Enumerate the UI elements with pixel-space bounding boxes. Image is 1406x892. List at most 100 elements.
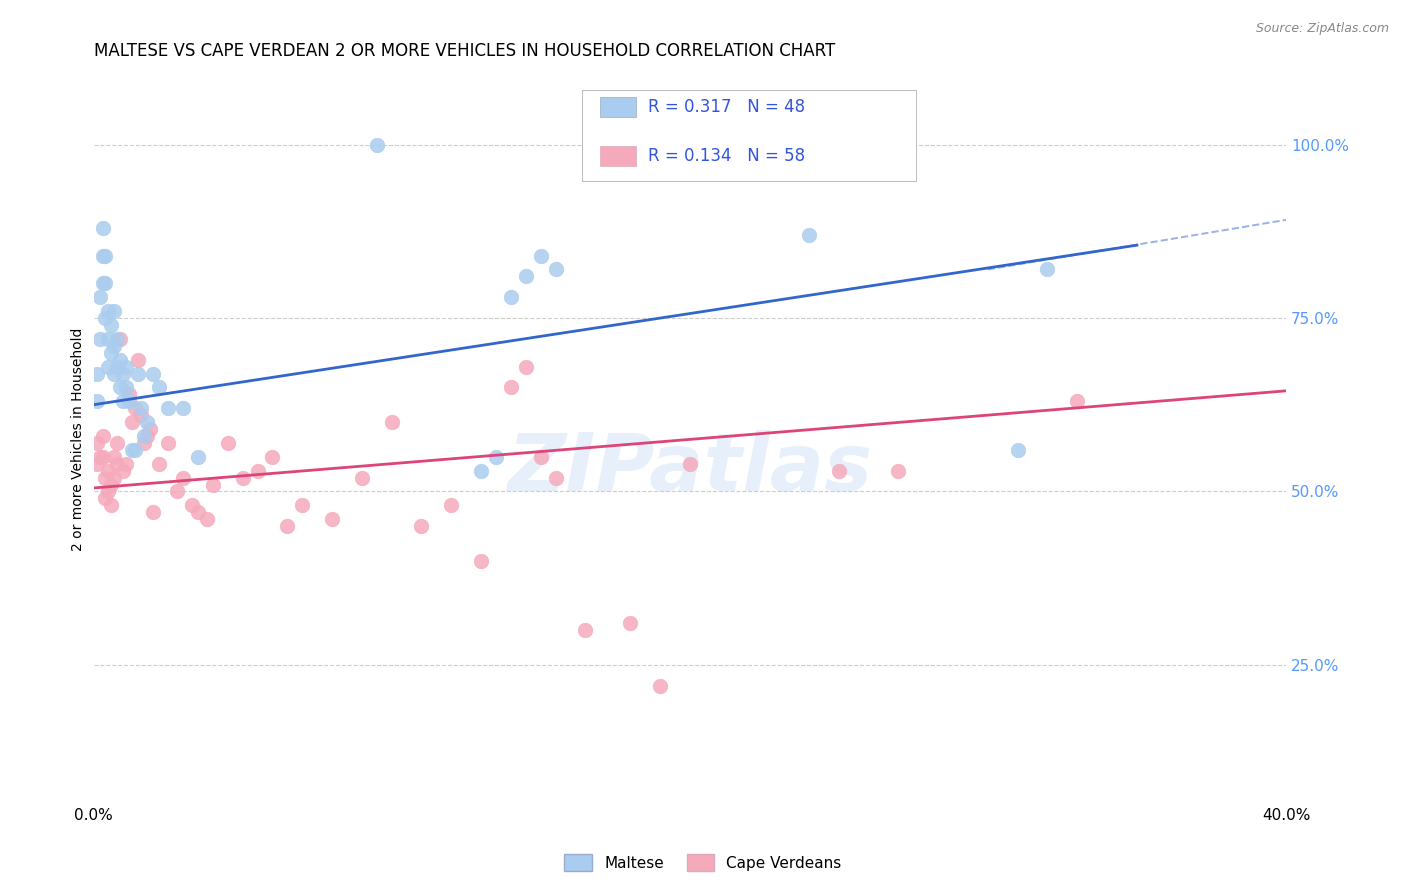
Point: [107, 332, 129, 346]
Point: [411, 519, 433, 533]
Point: [100, 477, 122, 491]
Point: [91, 450, 114, 464]
Text: R = 0.317   N = 48: R = 0.317 N = 48: [648, 98, 806, 116]
Point: [574, 623, 596, 637]
Point: [201, 477, 224, 491]
Point: [110, 380, 132, 394]
Point: [530, 249, 553, 263]
Point: [103, 367, 125, 381]
FancyBboxPatch shape: [600, 97, 636, 118]
Point: [232, 470, 254, 484]
Point: [195, 512, 218, 526]
Point: [148, 380, 170, 394]
Point: [97, 464, 120, 478]
Point: [350, 470, 373, 484]
Point: [100, 498, 122, 512]
Point: [94, 470, 117, 484]
Point: [172, 470, 194, 484]
Point: [97, 304, 120, 318]
Point: [115, 380, 138, 394]
Text: Source: ZipAtlas.com: Source: ZipAtlas.com: [1256, 22, 1389, 36]
Text: R = 0.134   N = 58: R = 0.134 N = 58: [648, 147, 806, 165]
Point: [291, 498, 314, 512]
Point: [103, 339, 125, 353]
Point: [1036, 262, 1059, 277]
Point: [381, 415, 404, 429]
Point: [86, 367, 108, 381]
Point: [89, 290, 111, 304]
Point: [91, 249, 114, 263]
Point: [129, 408, 152, 422]
Point: [181, 498, 204, 512]
Point: [127, 367, 149, 381]
Point: [648, 679, 671, 693]
Point: [91, 220, 114, 235]
Point: [103, 470, 125, 484]
Point: [134, 436, 156, 450]
Point: [544, 470, 567, 484]
Point: [124, 401, 146, 416]
Point: [679, 457, 702, 471]
Point: [187, 450, 209, 464]
Point: [157, 401, 180, 416]
Point: [103, 304, 125, 318]
Point: [797, 227, 820, 242]
Point: [94, 249, 117, 263]
Point: [118, 394, 141, 409]
Point: [91, 277, 114, 291]
Point: [121, 442, 143, 457]
Point: [94, 277, 117, 291]
Point: [129, 401, 152, 416]
Point: [544, 262, 567, 277]
FancyBboxPatch shape: [600, 146, 636, 166]
Point: [100, 318, 122, 332]
Point: [499, 290, 522, 304]
Point: [619, 616, 641, 631]
Point: [103, 450, 125, 464]
Point: [121, 415, 143, 429]
Point: [115, 359, 138, 374]
Point: [118, 387, 141, 401]
Point: [440, 498, 463, 512]
Point: [112, 367, 135, 381]
Point: [246, 464, 269, 478]
Point: [262, 450, 284, 464]
Point: [97, 359, 120, 374]
Point: [136, 415, 159, 429]
Point: [136, 429, 159, 443]
Point: [366, 137, 388, 152]
Point: [470, 554, 492, 568]
Text: MALTESE VS CAPE VERDEAN 2 OR MORE VEHICLES IN HOUSEHOLD CORRELATION CHART: MALTESE VS CAPE VERDEAN 2 OR MORE VEHICL…: [94, 42, 835, 60]
Point: [110, 332, 132, 346]
Point: [89, 332, 111, 346]
Point: [107, 457, 129, 471]
Point: [276, 519, 298, 533]
Point: [107, 359, 129, 374]
Point: [515, 269, 537, 284]
Point: [217, 436, 239, 450]
Point: [1007, 442, 1029, 457]
Point: [127, 352, 149, 367]
Point: [515, 359, 537, 374]
Point: [86, 457, 108, 471]
Point: [1066, 394, 1088, 409]
Point: [321, 512, 343, 526]
Point: [91, 429, 114, 443]
Point: [148, 457, 170, 471]
Point: [470, 464, 492, 478]
Point: [142, 367, 165, 381]
FancyBboxPatch shape: [582, 90, 917, 181]
Point: [828, 464, 851, 478]
Point: [107, 436, 129, 450]
Y-axis label: 2 or more Vehicles in Household: 2 or more Vehicles in Household: [72, 327, 86, 551]
Point: [499, 380, 522, 394]
Point: [94, 491, 117, 506]
Point: [97, 484, 120, 499]
Point: [112, 394, 135, 409]
Point: [142, 505, 165, 519]
Point: [112, 464, 135, 478]
Point: [530, 450, 553, 464]
Point: [115, 457, 138, 471]
Point: [110, 352, 132, 367]
Point: [134, 429, 156, 443]
